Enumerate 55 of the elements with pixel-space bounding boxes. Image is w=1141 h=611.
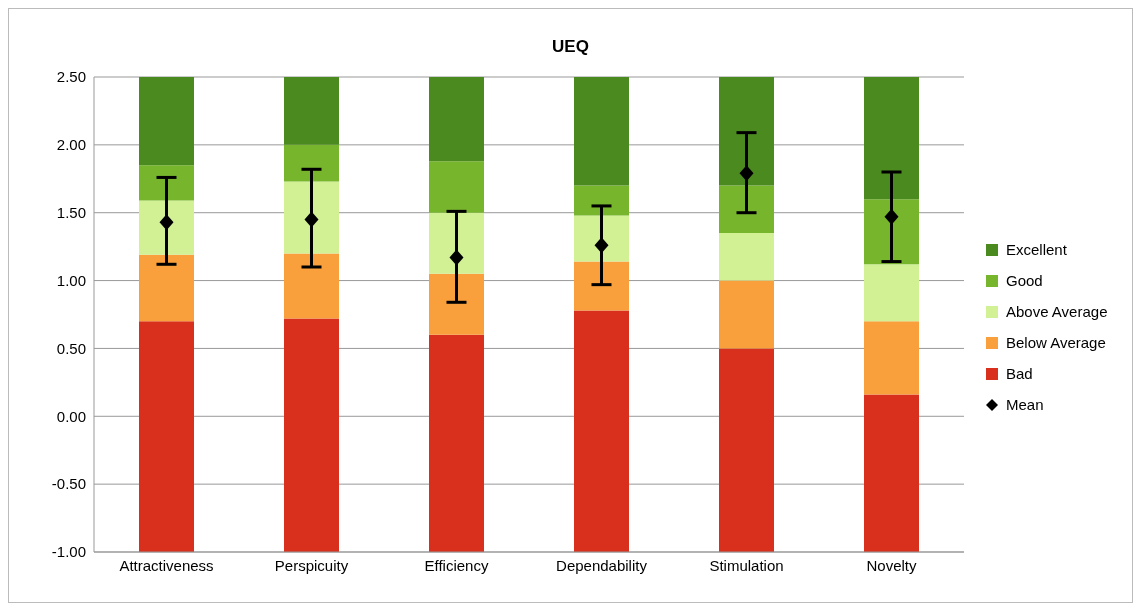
bar [429, 212, 484, 274]
point [739, 165, 754, 182]
bar [139, 321, 194, 552]
bar [719, 77, 774, 186]
y-tick-label: 2.00 [56, 136, 86, 154]
bar [574, 310, 629, 552]
bar [719, 348, 774, 552]
y-tick-label: 0.00 [56, 407, 86, 425]
legend-label: Good [1006, 272, 1043, 289]
bar [429, 161, 484, 213]
bar [719, 280, 774, 349]
y-tick-label: 2.50 [56, 68, 86, 86]
bar [864, 321, 919, 395]
point [884, 208, 899, 225]
legend-label: Bad [1006, 365, 1033, 382]
bar [574, 261, 629, 311]
bar [139, 200, 194, 255]
bar [719, 185, 774, 234]
bar [429, 77, 484, 162]
x-tick-label: Attractiveness [119, 556, 214, 574]
bar [139, 165, 194, 201]
bar [864, 77, 919, 200]
y-tick-label: 1.00 [56, 271, 86, 289]
chart-title: UEQ [551, 37, 590, 57]
bar [574, 185, 629, 216]
legend-label: Below Average [1006, 334, 1106, 351]
bar [864, 199, 919, 265]
bar [429, 273, 484, 335]
x-tick-label: Dependability [556, 556, 648, 574]
y-tick-label: -0.50 [51, 475, 86, 493]
bar [284, 144, 339, 182]
bar [719, 233, 774, 281]
y-tick-label: -1.00 [51, 543, 86, 561]
bar [139, 254, 194, 322]
legend-label: Excellent [1006, 241, 1067, 258]
x-tick-label: Perspicuity [274, 556, 349, 574]
y-tick-label: 1.50 [56, 204, 86, 222]
point [449, 249, 464, 266]
bar [574, 215, 629, 262]
legend-label: Above Average [1006, 303, 1108, 320]
bar [429, 334, 484, 552]
x-tick-label: Stimulation [709, 556, 784, 574]
y-tick-label: 0.50 [56, 339, 86, 357]
bar [284, 253, 339, 319]
bar [284, 318, 339, 552]
x-tick-label: Efficiency [424, 556, 489, 574]
bar [284, 181, 339, 254]
point [304, 211, 319, 228]
bar [864, 394, 919, 552]
bar [864, 264, 919, 322]
bar [139, 77, 194, 166]
bar [284, 77, 339, 145]
bar [574, 77, 629, 186]
legend-label: Mean [1006, 396, 1044, 413]
x-tick-label: Novelty [866, 556, 917, 574]
